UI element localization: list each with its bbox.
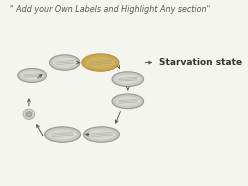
Ellipse shape — [45, 127, 80, 142]
Ellipse shape — [21, 71, 43, 80]
Ellipse shape — [50, 55, 80, 70]
Circle shape — [23, 109, 35, 119]
Ellipse shape — [112, 94, 144, 109]
Ellipse shape — [115, 74, 140, 84]
Circle shape — [26, 112, 32, 117]
Text: " Add your Own Labels and Highlight Any section": " Add your Own Labels and Highlight Any … — [10, 5, 210, 14]
Ellipse shape — [48, 129, 77, 140]
Ellipse shape — [112, 72, 144, 86]
Text: Starvation state: Starvation state — [159, 58, 243, 67]
Ellipse shape — [86, 57, 115, 68]
Ellipse shape — [87, 129, 116, 140]
Ellipse shape — [115, 97, 140, 106]
Ellipse shape — [18, 68, 46, 82]
Ellipse shape — [82, 54, 119, 71]
Ellipse shape — [84, 127, 119, 142]
Ellipse shape — [53, 57, 77, 68]
